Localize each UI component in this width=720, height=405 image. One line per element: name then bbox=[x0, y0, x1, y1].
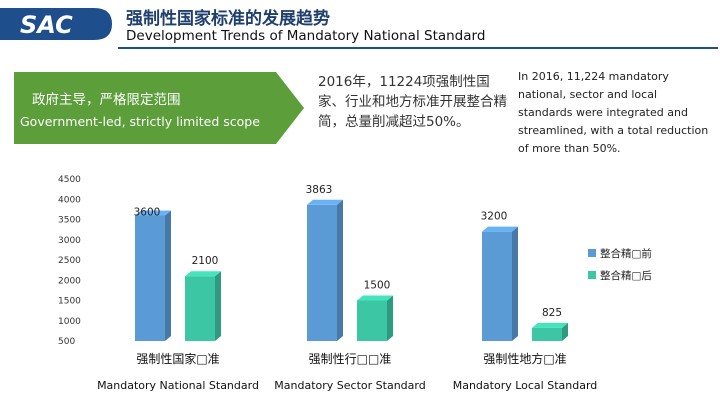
header-divider bbox=[118, 47, 718, 49]
page-title-en: Development Trends of Mandatory National… bbox=[126, 28, 486, 44]
data-label: 2100 bbox=[192, 255, 219, 267]
data-label: 825 bbox=[542, 307, 562, 319]
data-label: 3600 bbox=[134, 206, 161, 218]
y-tick-label: 500 bbox=[58, 337, 75, 347]
scope-banner: 政府主导，严格限定范围 Government-led, strictly lim… bbox=[14, 72, 304, 144]
data-labels: 3600 3863 3200 2100 1500 825 bbox=[134, 184, 562, 319]
legend-label: 整合精□前 bbox=[600, 247, 652, 260]
bar-after-2 bbox=[532, 322, 568, 341]
y-tick-label: 4500 bbox=[58, 175, 81, 185]
category-label-cn: 强制性国家□准 bbox=[136, 351, 219, 366]
category-label-en: Mandatory National Standard bbox=[97, 379, 259, 392]
legend-label: 整合精□后 bbox=[600, 269, 652, 282]
y-tick-label: 4000 bbox=[58, 195, 81, 205]
bar-series bbox=[135, 199, 568, 341]
category-labels: 强制性国家□准 强制性行□□准 强制性地方□准 Mandatory National … bbox=[97, 351, 597, 392]
banner-text-en: Government-led, strictly limited scope bbox=[20, 114, 260, 129]
y-tick-label: 3000 bbox=[58, 236, 81, 246]
legend-swatch bbox=[588, 271, 596, 279]
note-text-cn: 2016年，11224项强制性国家、行业和地方标准开展整合精简，总量削减超过50… bbox=[318, 74, 507, 130]
sac-logo: SAC bbox=[0, 8, 112, 40]
category-label-en: Mandatory Sector Standard bbox=[274, 379, 425, 392]
bar-after-1 bbox=[357, 295, 393, 341]
data-label: 3200 bbox=[481, 211, 508, 223]
category-label-cn: 强制性地方□准 bbox=[483, 351, 566, 366]
bar-before-1 bbox=[307, 199, 343, 341]
y-tick-label: 1000 bbox=[58, 317, 81, 327]
y-tick-label: 3500 bbox=[58, 216, 81, 226]
y-tick-label: 1500 bbox=[58, 297, 81, 307]
category-label-cn: 强制性行□□准 bbox=[309, 352, 392, 366]
banner-arrow-shape bbox=[14, 72, 304, 144]
legend-swatch bbox=[588, 249, 596, 257]
bar-after-0 bbox=[185, 271, 221, 341]
data-label: 3863 bbox=[306, 184, 333, 196]
y-axis: 4500 4000 3500 3000 2500 2000 1500 1000 500 bbox=[58, 175, 81, 347]
note-text-en: In 2016, 11,224 mandatory national, sect… bbox=[518, 70, 709, 155]
y-tick-label: 2000 bbox=[58, 276, 81, 286]
page-title-cn: 强制性国家标准的发展趋势 bbox=[126, 9, 330, 29]
slide-header: SAC 强制性国家标准的发展趋势 Development Trends of M… bbox=[0, 0, 720, 50]
data-label: 1500 bbox=[364, 280, 391, 292]
category-label-en: Mandatory Local Standard bbox=[453, 379, 598, 392]
y-tick-label: 2500 bbox=[58, 256, 81, 266]
logo-text: SAC bbox=[20, 11, 73, 39]
banner-text-cn: 政府主导，严格限定范围 bbox=[32, 92, 181, 108]
bar-chart: 4500 4000 3500 3000 2500 2000 1500 1000 500 3600… bbox=[58, 175, 652, 392]
bar-before-2 bbox=[482, 226, 518, 341]
bar-before-0 bbox=[135, 210, 171, 341]
